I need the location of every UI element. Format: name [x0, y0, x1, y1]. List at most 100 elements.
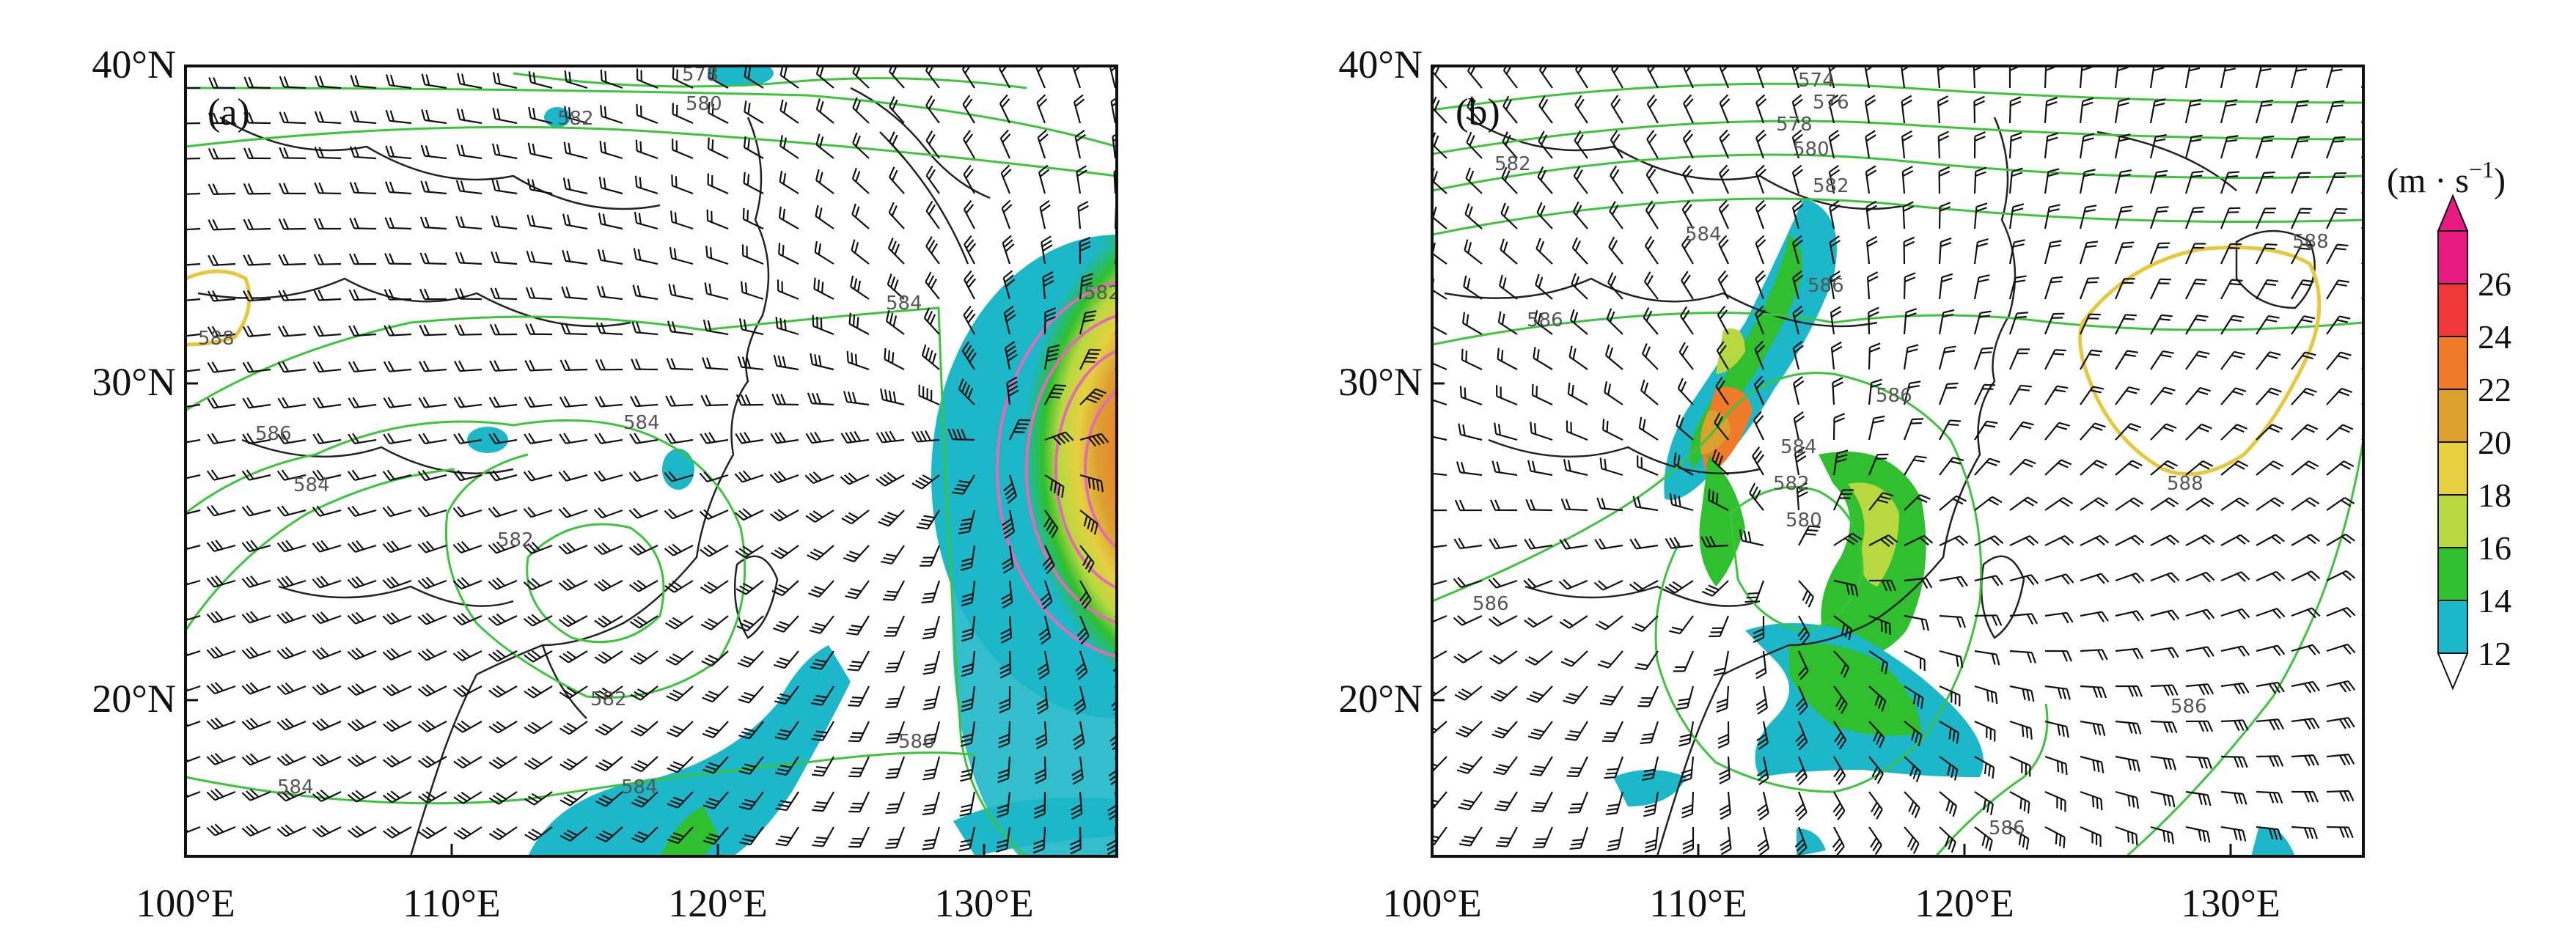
wind-barb	[1456, 721, 1483, 738]
wind-barb	[850, 275, 870, 300]
contour-label: 578	[1776, 114, 1813, 136]
wind-barb	[1904, 577, 1933, 589]
wind-barb	[241, 647, 271, 660]
wind-barb	[1610, 165, 1623, 194]
wind-barb	[1073, 94, 1085, 124]
wind-barb	[2220, 755, 2248, 768]
wind-barb	[2044, 132, 2059, 159]
wind-barb	[2326, 643, 2356, 655]
wind-barb	[488, 506, 518, 518]
wind-barb	[1641, 343, 1659, 370]
wind-barb	[2044, 97, 2058, 124]
wind-barb	[2115, 497, 2144, 511]
wind-barb	[743, 172, 764, 194]
wind-barb	[2150, 755, 2176, 771]
wind-barb	[952, 474, 975, 495]
wind-barb	[815, 66, 834, 89]
wind-barb	[708, 101, 729, 124]
wind-barb	[922, 826, 941, 850]
wind-barb	[1794, 826, 1808, 856]
wind-barb	[1938, 166, 1951, 194]
wind-barb	[1599, 685, 1623, 706]
wind-barb	[206, 505, 236, 517]
wind-barb	[734, 470, 764, 483]
wind-barb	[1497, 348, 1518, 370]
wind-barb	[636, 68, 658, 89]
wind-barb	[455, 251, 482, 265]
contour-label: 586	[1808, 275, 1844, 297]
wind-barb	[1432, 614, 1447, 625]
wind-barb	[1488, 615, 1518, 627]
wind-barb	[841, 510, 870, 525]
wind-barb	[1756, 756, 1769, 786]
wind-barb	[276, 505, 307, 517]
wind-barb	[2115, 460, 2143, 476]
wind-barb	[739, 826, 764, 846]
x-tick-label: 100°E	[1382, 881, 1482, 925]
wind-barb	[593, 470, 623, 482]
wind-barb	[2185, 826, 2211, 843]
contour-label: 582	[557, 108, 594, 130]
wind-barb	[885, 685, 906, 708]
wind-barb	[1711, 449, 1729, 476]
wind-barb	[1904, 721, 1923, 746]
wind-barb	[1005, 341, 1018, 370]
wind-barb	[1071, 756, 1084, 785]
wind-barb	[664, 508, 694, 520]
wind-barb	[1669, 493, 1694, 512]
wind-barb	[526, 214, 553, 230]
wind-barb	[2149, 169, 2168, 194]
wind-barb	[1644, 235, 1659, 265]
wind-barb	[918, 384, 940, 406]
wind-barb	[1493, 756, 1518, 776]
wind-barb	[1604, 756, 1624, 779]
wind-barb	[2150, 423, 2177, 441]
wind-barb	[885, 756, 906, 779]
colorbar-swatches	[2437, 194, 2469, 691]
wind-barb	[350, 110, 377, 125]
wind-barb	[925, 165, 940, 194]
wind-barb	[885, 721, 906, 744]
contour-labels-a: 578 580 582 588 584 586 584 584 582 582 …	[198, 66, 1117, 798]
wind-barb	[2290, 136, 2311, 159]
wind-barb	[2079, 205, 2097, 229]
wind-barb	[2044, 826, 2066, 849]
wind-barb	[2220, 608, 2250, 619]
wind-barb	[1572, 201, 1588, 229]
wind-barb	[312, 611, 342, 625]
wind-barb	[738, 721, 764, 740]
wind-barb	[2220, 719, 2249, 732]
wind-barb	[1044, 384, 1066, 405]
wind-barb	[1832, 489, 1854, 511]
wind-barb	[1708, 488, 1729, 511]
wind-barb	[2044, 790, 2066, 812]
wind-barb	[2256, 570, 2286, 582]
wind-barb	[1569, 309, 1588, 335]
wind-barb	[1868, 721, 1885, 749]
wind-barb	[1035, 756, 1046, 784]
wind-barb	[348, 397, 377, 409]
wind-barb	[1904, 455, 1927, 476]
wind-barb	[2115, 647, 2144, 660]
wind-barb	[1537, 166, 1553, 194]
wind-barb	[666, 721, 694, 738]
wind-barb	[349, 182, 377, 195]
wind-barb	[1038, 164, 1050, 194]
y-tick-label: 40°N	[92, 43, 176, 87]
wind-barb	[1866, 235, 1878, 265]
wind-barb	[2185, 534, 2215, 546]
wind-barb	[1939, 826, 1956, 853]
wind-barb	[775, 826, 799, 847]
wind-barb	[2009, 384, 2032, 405]
wind-barb	[206, 469, 236, 481]
wind-barb	[2115, 610, 2145, 622]
wind-barb	[1865, 200, 1877, 229]
wind-barb	[1792, 305, 1804, 335]
wind-barb	[417, 612, 447, 625]
wind-barb	[559, 614, 588, 628]
wind-barb	[208, 183, 236, 195]
wind-barb	[1042, 545, 1055, 575]
wind-barb	[2290, 207, 2312, 229]
wind-barb	[2079, 277, 2099, 300]
wind-barb	[1115, 433, 1117, 441]
